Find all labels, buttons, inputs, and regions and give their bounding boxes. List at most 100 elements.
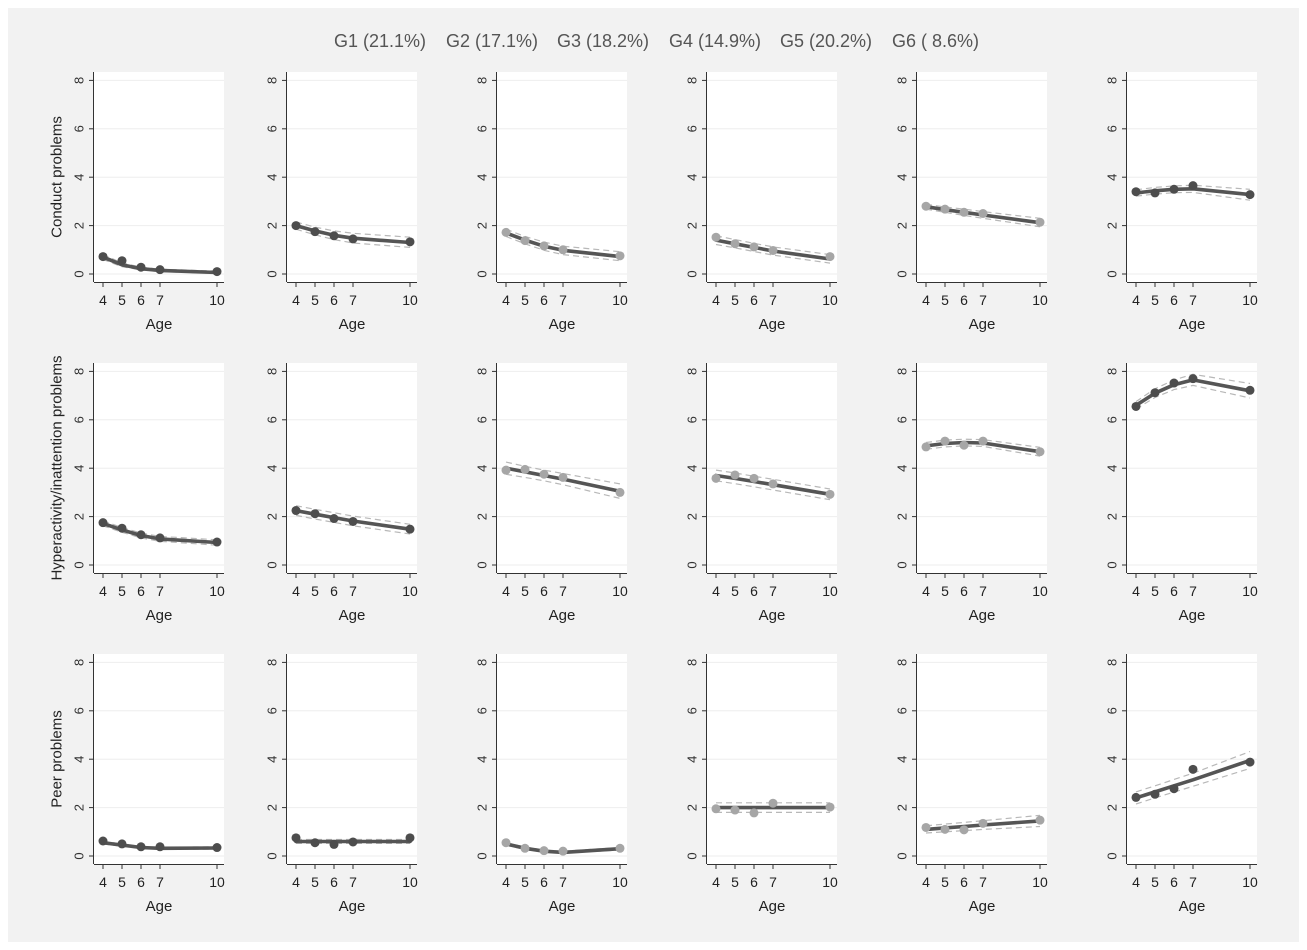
y-tick-label: 2 [475,513,490,520]
x-tick-label: 7 [1189,292,1197,308]
x-tick-label: 6 [137,583,145,599]
x-tick-label: 6 [960,874,968,890]
observed-point [117,523,127,533]
x-axis-label: Age [146,607,173,624]
x-axis-label: Age [969,607,996,624]
observed-point [291,833,301,843]
x-tick-label: 10 [1242,583,1258,599]
observed-point [212,267,222,277]
row-label-2: Hyperactivity/inattention problems [49,355,66,580]
y-tick-label: 4 [1105,174,1120,181]
observed-point [768,479,778,489]
y-tick-label: 0 [1105,852,1120,859]
y-tick-label: 0 [72,270,87,277]
y-tick-label: 2 [1105,513,1120,520]
observed-point [310,838,320,848]
x-tick-label: 10 [822,874,838,890]
x-tick-label: 7 [559,583,567,599]
y-tick-label: 0 [685,270,700,277]
x-tick-label: 10 [822,583,838,599]
ci-upper-line [925,814,1041,827]
observed-point [730,470,740,480]
observed-point [539,241,549,251]
x-axis-label: Age [339,898,366,915]
y-tick-label: 4 [265,174,280,181]
x-tick-label: 6 [1170,874,1178,890]
x-tick-label: 5 [311,874,319,890]
x-tick-label: 6 [1170,292,1178,308]
x-tick-label: 5 [311,292,319,308]
ci-lower-line [295,228,411,248]
y-tick-label: 8 [895,77,910,84]
x-tick-label: 10 [1032,292,1048,308]
legend-g3: G3 (18.2%) [557,31,650,51]
x-tick-label: 6 [137,292,145,308]
ci-lower-line [925,445,1041,457]
x-tick-label: 4 [99,874,107,890]
observed-point [1169,184,1179,194]
y-tick-label: 0 [72,561,87,568]
observed-point [558,472,568,482]
x-tick-label: 10 [209,874,225,890]
x-tick-label: 7 [979,583,987,599]
observed-point [615,487,625,497]
x-tick-label: 6 [960,583,968,599]
observed-point [921,201,931,211]
x-tick-label: 6 [540,874,548,890]
y-tick-label: 4 [475,174,490,181]
y-tick-label: 0 [72,852,87,859]
observed-point [825,802,835,812]
y-tick-label: 0 [895,270,910,277]
y-tick-label: 4 [72,756,87,763]
observed-point [520,843,530,853]
x-tick-label: 4 [292,583,300,599]
x-tick-label: 4 [1132,583,1140,599]
observed-point [329,839,339,849]
x-tick-label: 5 [731,583,739,599]
observed-point [940,436,950,446]
x-axis-label: Age [1179,898,1206,915]
observed-point [98,252,108,262]
observed-point [310,227,320,237]
y-tick-label: 0 [265,561,280,568]
x-axis-label: Age [146,898,173,915]
x-tick-label: 4 [922,874,930,890]
y-tick-label: 2 [685,804,700,811]
observed-point [1245,757,1255,767]
observed-point [730,805,740,815]
observed-point [711,232,721,242]
observed-point [921,442,931,452]
observed-point [1035,447,1045,457]
x-axis-label: Age [759,316,786,333]
y-tick-label: 8 [895,368,910,375]
observed-point [959,440,969,450]
y-tick-label: 8 [265,77,280,84]
ci-upper-line [925,438,1041,448]
x-tick-label: 5 [118,874,126,890]
observed-point [1245,190,1255,200]
y-tick-label: 0 [265,270,280,277]
y-tick-label: 0 [475,852,490,859]
x-tick-label: 5 [118,583,126,599]
observed-point [539,469,549,479]
y-tick-label: 6 [895,416,910,423]
x-axis-label: Age [1179,316,1206,333]
x-tick-label: 4 [712,292,720,308]
y-tick-label: 6 [72,416,87,423]
y-tick-label: 2 [1105,804,1120,811]
x-tick-label: 10 [402,583,418,599]
legend-g1: G1 (21.1%) [334,31,427,51]
observed-point [405,237,415,247]
y-tick-label: 8 [475,368,490,375]
y-tick-label: 2 [265,222,280,229]
x-tick-label: 7 [769,583,777,599]
y-tick-label: 4 [72,174,87,181]
